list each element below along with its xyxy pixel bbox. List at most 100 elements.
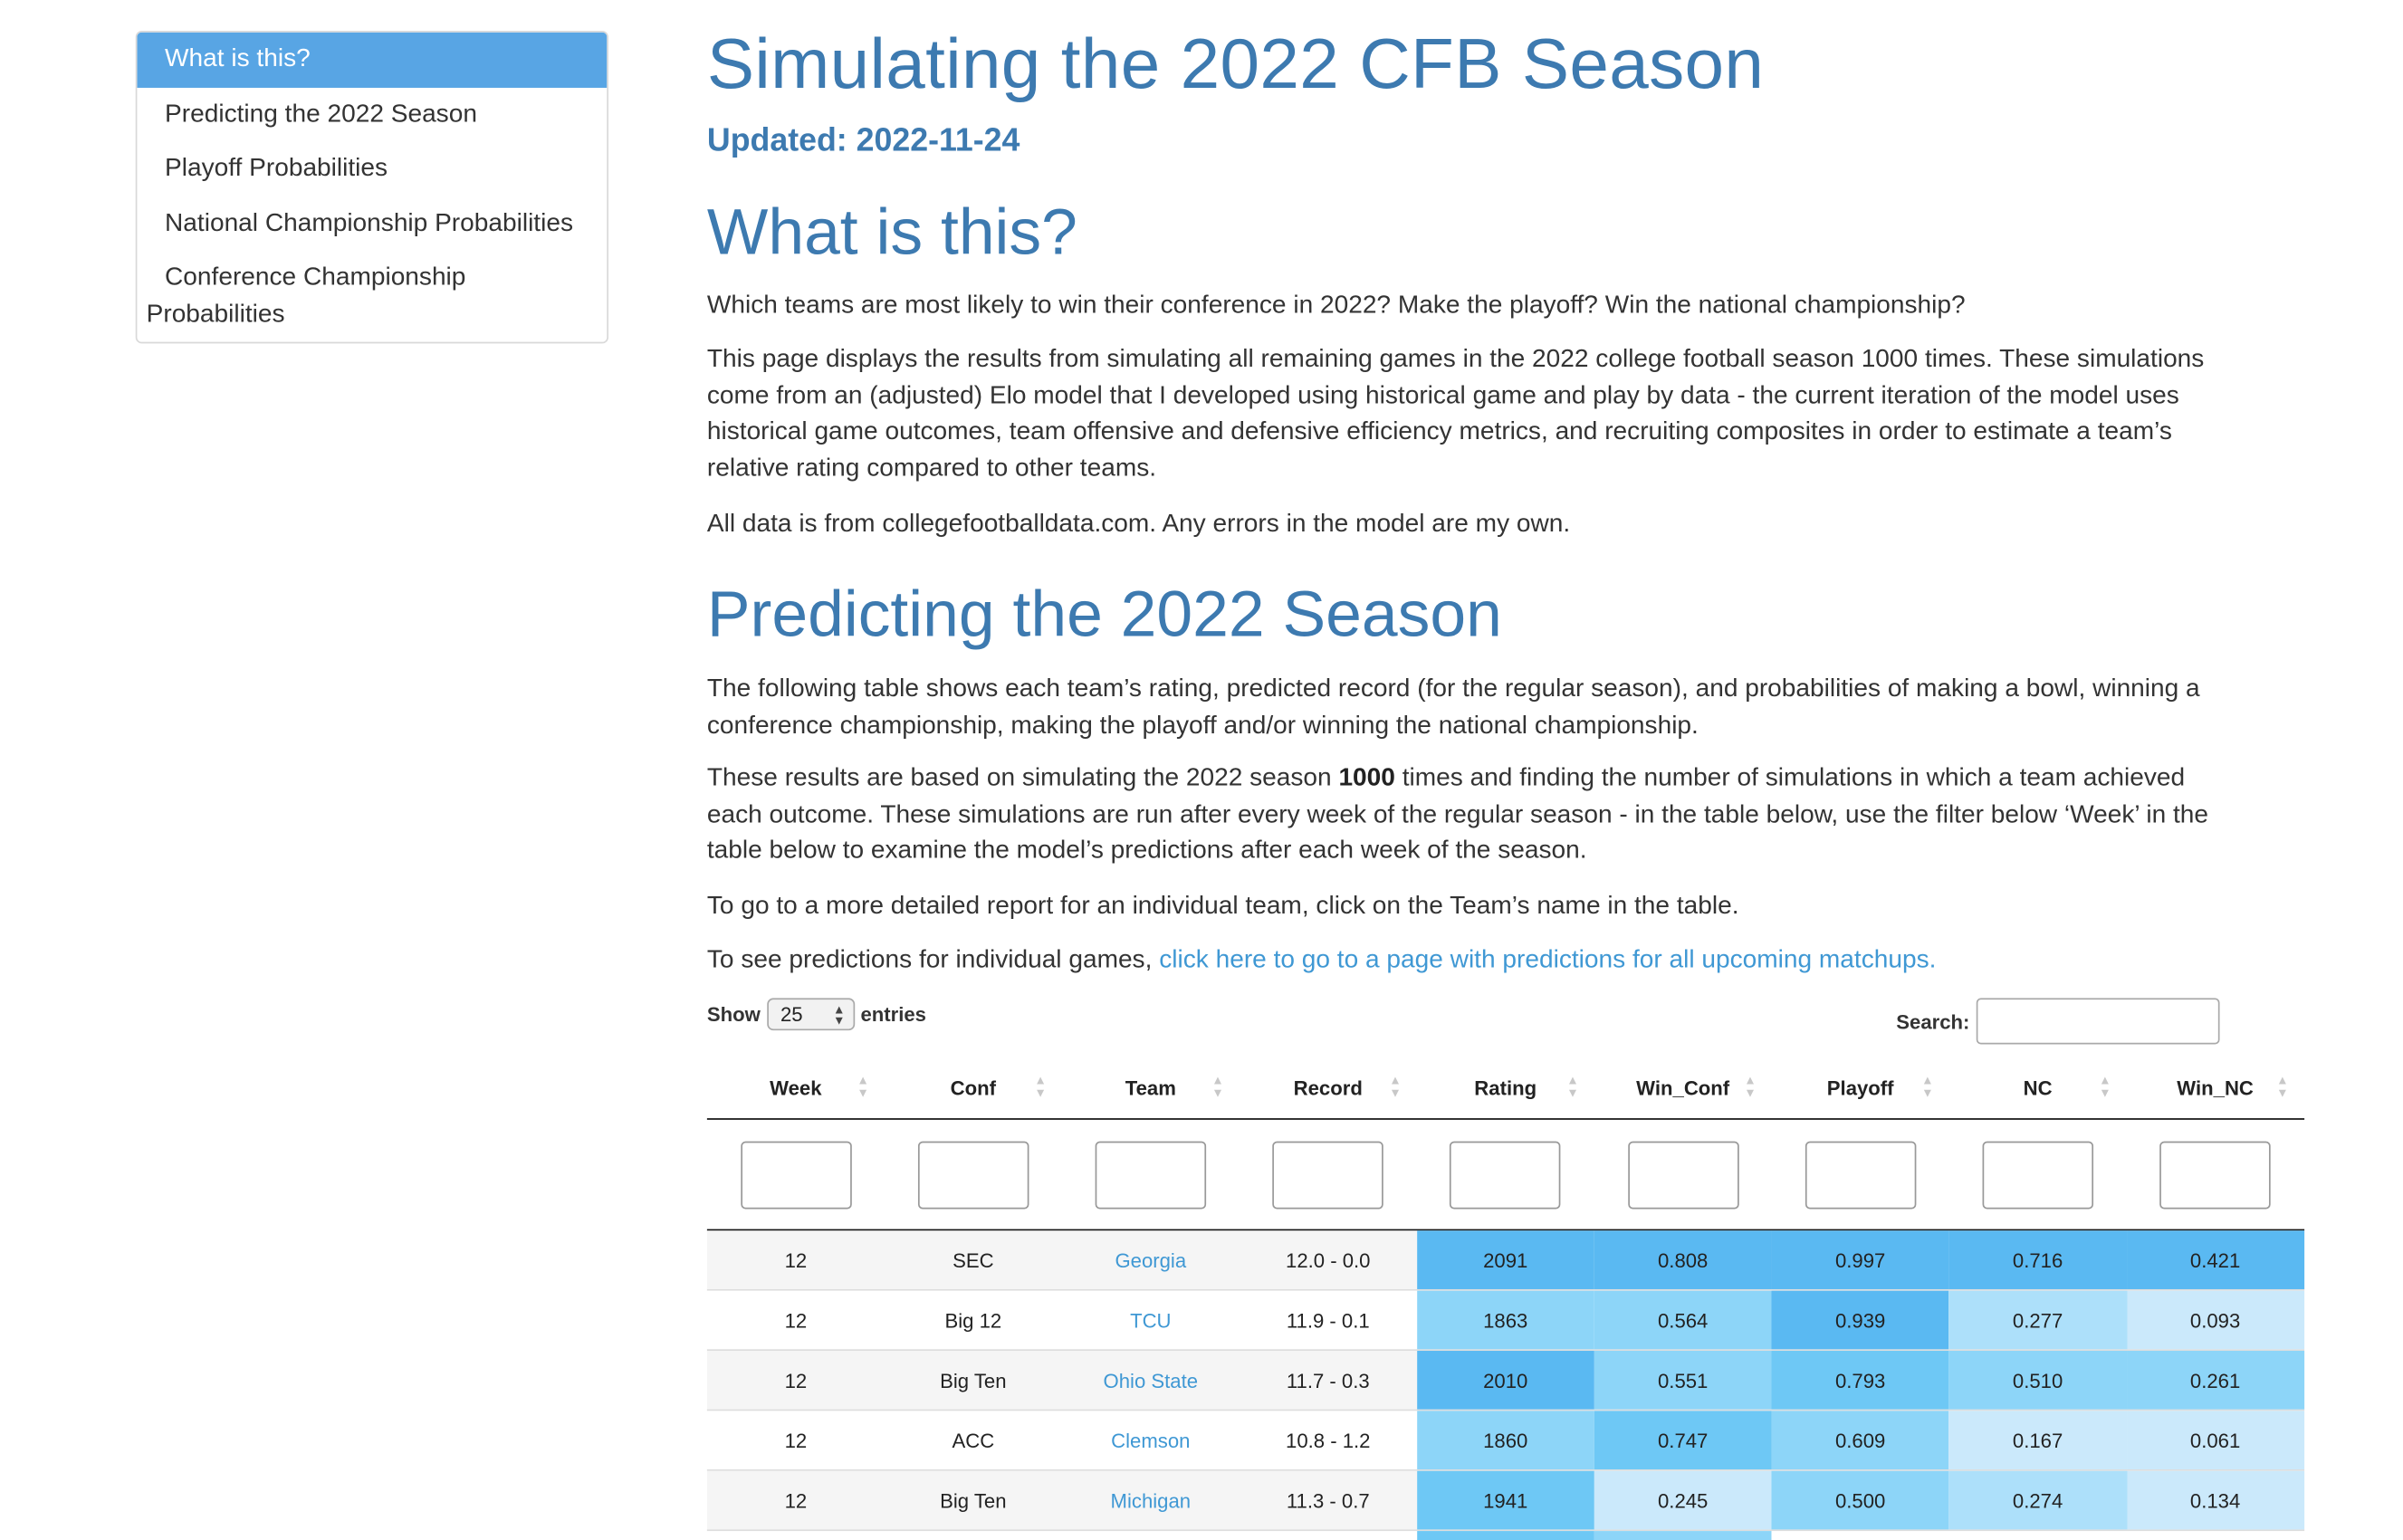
toc-item-playoff[interactable]: Playoff Probabilities [165,154,388,182]
cell-win-nc: 0.061 [2126,1411,2304,1470]
matchups-link[interactable]: click here to go to a page with predicti… [1159,945,1937,974]
cell-conf: SEC [953,1248,994,1272]
filter-input-week[interactable] [740,1140,852,1209]
partial-cell [2127,1531,2304,1540]
table-row: 12 Big Ten Ohio State 11.7 - 0.3 2010 0.551 0.… [706,1351,2305,1411]
filter-input-playoff[interactable] [1805,1140,1916,1209]
cell-win-nc: 0.421 [2126,1230,2304,1289]
filter-input-win-conf[interactable] [1627,1140,1738,1209]
sort-icon[interactable]: ▲ ▼ [1566,1073,1579,1100]
column-header-record[interactable]: Record ▲ ▼ [1240,1057,1417,1118]
team-link[interactable]: Michigan [1110,1488,1192,1512]
sort-icon[interactable]: ▲ ▼ [1211,1073,1224,1100]
column-header-label: Week [770,1076,822,1099]
column-header-win-conf[interactable]: Win_Conf ▲ ▼ [1594,1057,1772,1118]
column-header-rating[interactable]: Rating ▲ ▼ [1417,1057,1594,1118]
page-title: Simulating the 2022 CFB Season [706,23,1765,103]
cell-playoff: 0.939 [1771,1290,1949,1350]
sort-icon[interactable]: ▲ ▼ [2099,1073,2111,1100]
filter-input-conf[interactable] [917,1140,1029,1209]
cell-conf: Big 12 [944,1308,1002,1332]
team-link[interactable]: TCU [1130,1308,1172,1332]
column-filter-row [706,1120,2305,1231]
sort-icon[interactable]: ▲ ▼ [1744,1073,1757,1100]
what-paragraph-1: Which teams are most likely to win their… [706,291,1966,320]
team-link[interactable]: Ohio State [1103,1368,1199,1392]
toc-item-national-championship[interactable]: National Championship Probabilities [165,208,574,237]
cell-rating: 1941 [1416,1470,1594,1530]
cell-conf: Big Ten [940,1488,1007,1512]
show-label: Show [706,1002,761,1027]
predict-p2-text-a: These results are based on simulating th… [706,763,1339,792]
team-link[interactable]: Clemson [1111,1428,1191,1452]
cell-nc: 0.510 [1948,1351,2127,1410]
updated-date: Updated: 2022-11-24 [706,123,1020,159]
partial-cell [1594,1531,1772,1540]
what-paragraph-3: All data is from collegefootballdata.com… [706,510,1571,538]
filter-input-rating[interactable] [1450,1140,1561,1209]
simulation-count: 1000 [1338,763,1395,792]
cell-record: 10.8 - 1.2 [1286,1428,1371,1452]
predict-paragraph-4: To see predictions for individual games,… [707,942,2232,979]
next-row-partial [707,1531,2304,1540]
sort-icon[interactable]: ▲ ▼ [1034,1073,1047,1100]
page-length-control: Show 25 ▲ ▼ entries [706,998,926,1031]
search-input[interactable] [1976,998,2220,1045]
cell-record: 11.9 - 0.1 [1286,1308,1370,1332]
cell-playoff: 0.997 [1771,1230,1949,1289]
predict-paragraph-2: These results are based on simulating th… [707,760,2232,869]
team-link[interactable]: Georgia [1115,1248,1187,1272]
filter-cell [1949,1120,2127,1229]
toc-item-what-is-this[interactable]: What is this? [137,32,608,88]
sort-icon[interactable]: ▲ ▼ [2276,1073,2289,1100]
filter-cell [1772,1120,1949,1229]
cell-rating: 2091 [1416,1230,1594,1289]
sort-icon[interactable]: ▲ ▼ [1921,1073,1934,1100]
sort-icon[interactable]: ▲ ▼ [1389,1073,1402,1100]
filter-cell [707,1120,885,1229]
cell-conf: Big Ten [940,1368,1007,1392]
table-row: 12 SEC Georgia 12.0 - 0.0 2091 0.808 0.997 0.71… [706,1230,2305,1291]
heading-what-is-this: What is this? [706,196,1077,269]
filter-cell [885,1120,1062,1229]
column-header-conf[interactable]: Conf ▲ ▼ [885,1057,1062,1118]
filter-input-record[interactable] [1272,1140,1384,1209]
column-header-team[interactable]: Team ▲ ▼ [1062,1057,1240,1118]
cell-playoff: 0.793 [1771,1351,1949,1410]
column-header-playoff[interactable]: Playoff ▲ ▼ [1772,1057,1949,1118]
column-header-label: Conf [950,1076,997,1099]
sort-icon[interactable]: ▲ ▼ [857,1073,869,1100]
cell-week: 12 [784,1368,808,1392]
cell-win-nc: 0.134 [2126,1470,2304,1530]
column-header-week[interactable]: Week ▲ ▼ [707,1057,885,1118]
filter-cell [1417,1120,1594,1229]
table-header-row: Week ▲ ▼ Conf ▲ ▼ Team ▲ ▼ Record ▲ ▼ Rating ▲ ▼ Win_Co… [706,1057,2305,1120]
cell-conf: ACC [952,1428,995,1452]
partial-cell [1062,1531,1240,1540]
filter-input-team[interactable] [1095,1140,1207,1209]
table-body: 12 SEC Georgia 12.0 - 0.0 2091 0.808 0.997 0.71… [706,1230,2305,1532]
column-header-label: Win_Conf [1636,1076,1730,1099]
cell-win-conf: 0.245 [1594,1470,1772,1530]
partial-cell [885,1531,1062,1540]
filter-input-win-nc[interactable] [2159,1140,2271,1209]
column-header-nc[interactable]: NC ▲ ▼ [1949,1057,2127,1118]
table-row: 12 ACC Clemson 10.8 - 1.2 1860 0.747 0.609 0.16… [706,1411,2305,1471]
column-header-win-nc[interactable]: Win_NC ▲ ▼ [2127,1057,2304,1118]
filter-input-nc[interactable] [1982,1140,2093,1209]
what-paragraph-2: This page displays the results from simu… [706,345,2205,483]
column-header-label: Record [1293,1076,1363,1099]
partial-cell [1772,1531,1949,1540]
toc-item-predicting[interactable]: Predicting the 2022 Season [165,99,477,128]
cell-rating: 1860 [1416,1411,1594,1470]
cell-nc: 0.274 [1948,1470,2127,1530]
toc-item-conference-championship[interactable]: Conference Championship Probabilities [146,263,466,328]
column-header-label: NC [2023,1076,2053,1099]
cell-nc: 0.277 [1948,1290,2127,1350]
search-label: Search: [1896,1009,1970,1033]
cell-nc: 0.167 [1948,1411,2127,1470]
cell-record: 12.0 - 0.0 [1286,1248,1371,1272]
page-size-select[interactable]: 25 ▲ ▼ [766,998,855,1031]
cell-week: 12 [784,1488,808,1512]
cell-week: 12 [784,1308,808,1332]
